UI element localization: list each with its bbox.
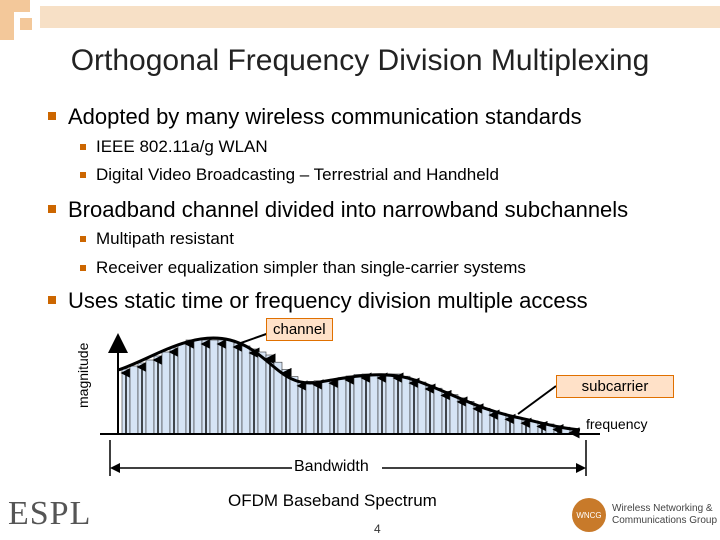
subcarrier-bar [465, 401, 475, 435]
subcarrier-bar [305, 381, 315, 435]
bullet-3-text: Uses static time or frequency division m… [68, 288, 588, 313]
bullet-square-icon [80, 265, 86, 271]
sub-bullet-text: Receiver equalization simpler than singl… [96, 258, 526, 277]
bullet-2-text: Broadband channel divided into narrowban… [68, 197, 629, 222]
bullet-1: Adopted by many wireless communication s… [48, 104, 582, 130]
subcarrier-bar [225, 339, 235, 435]
subcarrier-bar [337, 377, 347, 435]
espl-logo: ESPL [8, 495, 91, 533]
subcarrier-bar [401, 375, 411, 435]
subcarrier-bar [289, 376, 299, 435]
page-number: 4 [374, 522, 381, 536]
wncg-logo: WNCG Wireless Networking & Communication… [572, 498, 717, 532]
subcarrier-bar [353, 374, 363, 435]
wncg-badge-icon: WNCG [572, 498, 606, 532]
figure-caption: OFDM Baseband Spectrum [228, 491, 437, 510]
slide-title: Orthogonal Frequency Division Multiplexi… [70, 44, 650, 77]
sub-bullet-1-2: Digital Video Broadcasting – Terrestrial… [80, 165, 499, 185]
sub-bullet-2-1: Multipath resistant [80, 229, 234, 249]
subcarrier-bar [129, 365, 139, 435]
subcarrier-bar [209, 339, 219, 435]
sub-bullet-1-1: IEEE 802.11a/g WLAN [80, 137, 268, 157]
frequency-axis-label: frequency [586, 416, 648, 432]
subcarrier-bar [177, 343, 187, 435]
subcarrier-bar [433, 387, 443, 435]
subcarrier-bar [385, 373, 395, 435]
bullet-square-icon [80, 236, 86, 242]
subcarrier-bar [193, 339, 203, 435]
subcarrier-bar [369, 373, 379, 435]
subcarrier-pointer [517, 385, 557, 415]
bandwidth-left-arrow [110, 463, 120, 473]
bullet-square-icon [48, 205, 56, 213]
sub-bullet-text: Multipath resistant [96, 229, 234, 248]
bullet-3: Uses static time or frequency division m… [48, 288, 588, 314]
subcarrier-bar [321, 379, 331, 435]
channel-label: channel [266, 318, 333, 341]
subcarrier-bar [497, 412, 507, 435]
subcarrier-bar [161, 351, 171, 435]
subcarrier-bar [449, 394, 459, 435]
channel-response-curve [117, 336, 581, 432]
bandwidth-label: Bandwidth [294, 458, 369, 475]
subcarrier-bar [481, 407, 491, 435]
wncg-text-line2: Communications Group [612, 515, 718, 526]
sub-bullet-text: IEEE 802.11a/g WLAN [96, 137, 268, 156]
bullet-1-text: Adopted by many wireless communication s… [68, 104, 582, 129]
bullet-square-icon [48, 296, 56, 304]
wncg-text-line1: Wireless Networking & [612, 503, 713, 514]
subcarrier-label: subcarrier [556, 375, 674, 398]
subcarrier-bar [241, 345, 251, 435]
ofdm-spectrum-figure [100, 331, 600, 476]
bullet-square-icon [80, 172, 86, 178]
bullet-2: Broadband channel divided into narrowban… [48, 197, 628, 223]
subcarrier-bar [417, 381, 427, 435]
bullet-square-icon [80, 144, 86, 150]
espl-logo-text: ESPL [8, 495, 92, 532]
bandwidth-right-arrow [576, 463, 586, 473]
sub-bullet-2-2: Receiver equalization simpler than singl… [80, 258, 526, 278]
bullet-square-icon [48, 112, 56, 120]
corner-decoration [0, 0, 720, 40]
sub-bullet-text: Digital Video Broadcasting – Terrestrial… [96, 165, 499, 184]
subcarrier-bar [513, 417, 523, 435]
subcarrier-bar [257, 351, 267, 435]
subcarrier-bars [120, 338, 580, 439]
subcarrier-bar [145, 359, 155, 435]
magnitude-axis-label: magnitude [75, 342, 91, 408]
